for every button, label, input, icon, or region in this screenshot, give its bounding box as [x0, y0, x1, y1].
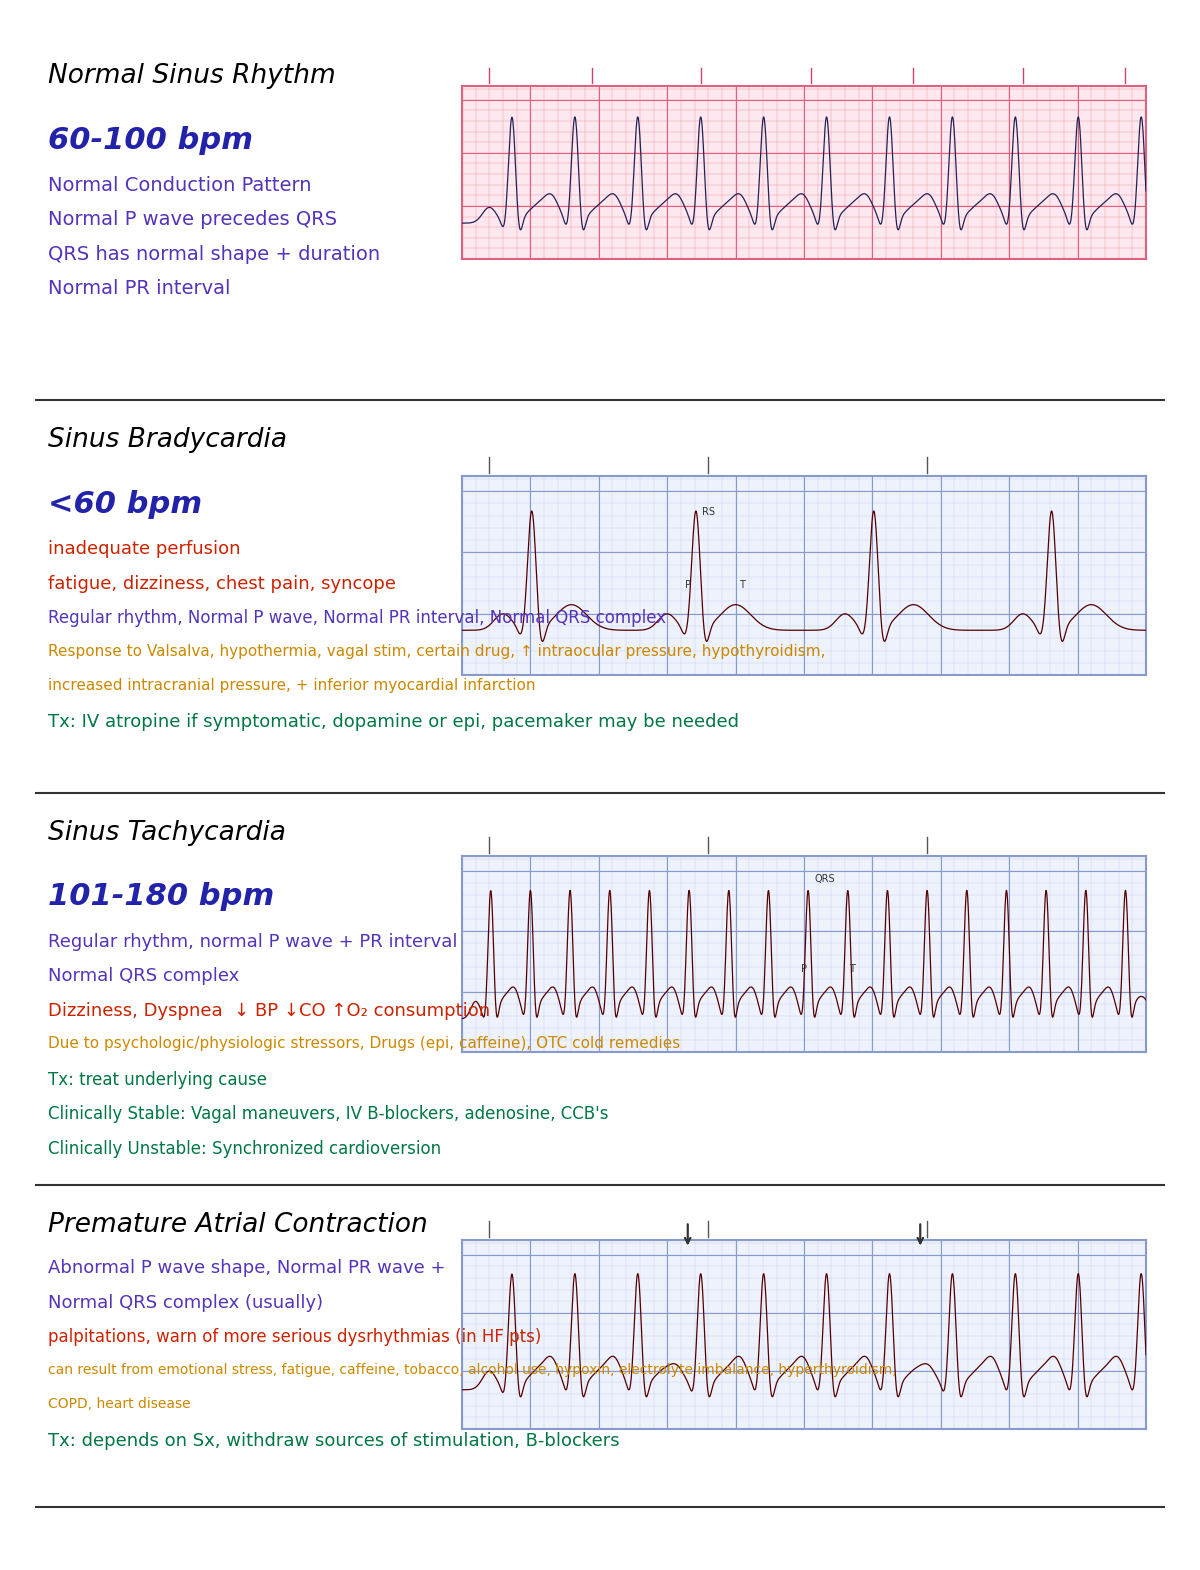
Text: 101-180 bpm: 101-180 bpm: [48, 882, 275, 911]
Text: QRS: QRS: [815, 874, 835, 884]
Text: T: T: [739, 581, 745, 590]
Text: Normal Sinus Rhythm: Normal Sinus Rhythm: [48, 63, 336, 89]
Text: P: P: [802, 964, 808, 975]
Text: RS: RS: [702, 507, 715, 517]
Text: P: P: [685, 581, 691, 590]
Text: Due to psychologic/physiologic stressors, Drugs (epi, caffeine), OTC cold remedi: Due to psychologic/physiologic stressors…: [48, 1036, 680, 1052]
Text: 60-100 bpm: 60-100 bpm: [48, 126, 253, 154]
Text: Response to Valsalva, hypothermia, vagal stim, certain drug, ↑ intraocular press: Response to Valsalva, hypothermia, vagal…: [48, 644, 826, 659]
Text: <60 bpm: <60 bpm: [48, 490, 202, 518]
Text: Clinically Unstable: Synchronized cardioversion: Clinically Unstable: Synchronized cardio…: [48, 1140, 442, 1157]
Text: Tx: depends on Sx, withdraw sources of stimulation, B-blockers: Tx: depends on Sx, withdraw sources of s…: [48, 1432, 619, 1449]
Text: Normal P wave precedes QRS: Normal P wave precedes QRS: [48, 210, 337, 229]
Text: can result from emotional stress, fatigue, caffeine, tobacco, alcohol use, hypox: can result from emotional stress, fatigu…: [48, 1363, 896, 1377]
Text: QRS has normal shape + duration: QRS has normal shape + duration: [48, 245, 380, 264]
Text: Sinus Bradycardia: Sinus Bradycardia: [48, 427, 287, 454]
Text: increased intracranial pressure, + inferior myocardial infarction: increased intracranial pressure, + infer…: [48, 678, 535, 694]
Text: Tx: treat underlying cause: Tx: treat underlying cause: [48, 1071, 266, 1088]
Text: Abnormal P wave shape, Normal PR wave +: Abnormal P wave shape, Normal PR wave +: [48, 1259, 445, 1276]
Text: Premature Atrial Contraction: Premature Atrial Contraction: [48, 1212, 427, 1239]
Text: Regular rhythm, Normal P wave, Normal PR interval, Normal QRS complex: Regular rhythm, Normal P wave, Normal PR…: [48, 609, 666, 626]
Text: Tx: IV atropine if symptomatic, dopamine or epi, pacemaker may be needed: Tx: IV atropine if symptomatic, dopamine…: [48, 713, 739, 730]
Text: inadequate perfusion: inadequate perfusion: [48, 540, 240, 557]
Text: fatigue, dizziness, chest pain, syncope: fatigue, dizziness, chest pain, syncope: [48, 575, 396, 592]
Text: Normal Conduction Pattern: Normal Conduction Pattern: [48, 176, 312, 195]
Text: Regular rhythm, normal P wave + PR interval: Regular rhythm, normal P wave + PR inter…: [48, 933, 457, 950]
Text: COPD, heart disease: COPD, heart disease: [48, 1397, 191, 1411]
Text: Normal QRS complex: Normal QRS complex: [48, 967, 239, 984]
Text: Normal QRS complex (usually): Normal QRS complex (usually): [48, 1294, 323, 1311]
Text: palpitations, warn of more serious dysrhythmias (in HF pts): palpitations, warn of more serious dysrh…: [48, 1328, 541, 1345]
Text: Sinus Tachycardia: Sinus Tachycardia: [48, 820, 286, 846]
Text: Normal PR interval: Normal PR interval: [48, 279, 230, 298]
Text: T: T: [848, 964, 854, 975]
Text: Dizziness, Dyspnea  ↓ BP ↓CO ↑O₂ consumption: Dizziness, Dyspnea ↓ BP ↓CO ↑O₂ consumpt…: [48, 1002, 490, 1019]
Text: Clinically Stable: Vagal maneuvers, IV B-blockers, adenosine, CCB's: Clinically Stable: Vagal maneuvers, IV B…: [48, 1105, 608, 1123]
